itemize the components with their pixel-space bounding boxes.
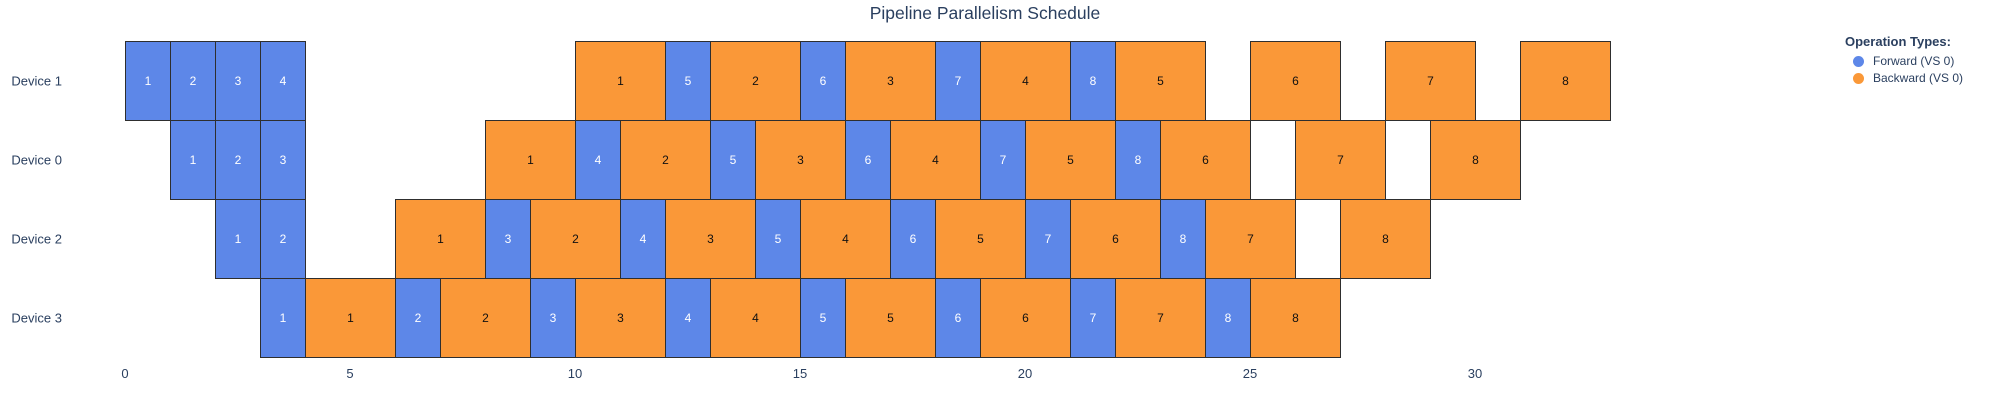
forward-op-block: 8 [1115, 120, 1161, 200]
forward-op-block: 6 [890, 199, 936, 279]
backward-op-block: 6 [980, 278, 1071, 358]
forward-op-block: 4 [260, 41, 306, 121]
backward-op-block: 3 [665, 199, 756, 279]
backward-op-block: 4 [710, 278, 801, 358]
x-axis-tick-label: 25 [1242, 366, 1258, 381]
backward-op-block: 8 [1340, 199, 1431, 279]
backward-op-block: 5 [1025, 120, 1116, 200]
backward-op-block: 5 [1115, 41, 1206, 121]
backward-op-block: 7 [1115, 278, 1206, 358]
forward-op-block: 4 [620, 199, 666, 279]
backward-op-block: 6 [1250, 41, 1341, 121]
backward-op-block: 8 [1520, 41, 1611, 121]
forward-op-block: 8 [1070, 41, 1116, 121]
backward-op-block: 1 [485, 120, 576, 200]
forward-op-block: 8 [1205, 278, 1251, 358]
forward-op-block: 5 [665, 41, 711, 121]
forward-op-block: 4 [665, 278, 711, 358]
backward-op-block: 7 [1295, 120, 1386, 200]
forward-op-block: 7 [935, 41, 981, 121]
legend-title: Operation Types: [1845, 34, 1951, 49]
forward-op-block: 3 [260, 120, 306, 200]
forward-op-block: 3 [215, 41, 261, 121]
backward-op-block: 4 [800, 199, 891, 279]
x-axis-tick-label: 30 [1467, 366, 1483, 381]
forward-op-block: 1 [260, 278, 306, 358]
forward-op-block: 3 [530, 278, 576, 358]
device-row-label: Device 3 [11, 310, 62, 325]
forward-op-block: 1 [125, 41, 171, 121]
backward-op-block: 8 [1250, 278, 1341, 358]
x-axis-tick-label: 20 [1017, 366, 1033, 381]
legend-item-backward: Backward (VS 0) [1853, 71, 1963, 85]
backward-op-block: 3 [755, 120, 846, 200]
backward-op-block: 2 [710, 41, 801, 121]
backward-op-block: 7 [1385, 41, 1476, 121]
legend-item-label: Forward (VS 0) [1873, 54, 1955, 68]
backward-op-block: 6 [1160, 120, 1251, 200]
forward-op-block: 6 [800, 41, 846, 121]
forward-op-block: 7 [980, 120, 1026, 200]
device-row-label: Device 0 [11, 152, 62, 167]
x-axis-tick-label: 5 [346, 366, 354, 381]
backward-op-block: 4 [980, 41, 1071, 121]
x-axis-tick-label: 10 [567, 366, 583, 381]
forward-op-block: 2 [215, 120, 261, 200]
forward-op-block: 7 [1025, 199, 1071, 279]
legend-item-forward: Forward (VS 0) [1853, 54, 1963, 68]
forward-op-block: 7 [1070, 278, 1116, 358]
forward-op-block: 2 [395, 278, 441, 358]
backward-op-block: 1 [305, 278, 396, 358]
backward-op-block: 5 [935, 199, 1026, 279]
forward-op-block: 5 [800, 278, 846, 358]
legend-item-label: Backward (VS 0) [1873, 71, 1964, 85]
backward-op-block: 5 [845, 278, 936, 358]
backward-op-block: 1 [395, 199, 486, 279]
backward-op-block: 2 [620, 120, 711, 200]
forward-op-block: 6 [935, 278, 981, 358]
backward-op-block: 7 [1205, 199, 1296, 279]
forward-op-block: 5 [755, 199, 801, 279]
legend: Operation Types: Forward (VS 0) Backward… [1845, 34, 1963, 88]
device-row-label: Device 2 [11, 231, 62, 246]
forward-op-block: 1 [215, 199, 261, 279]
forward-op-block: 1 [170, 120, 216, 200]
forward-legend-dot-icon [1853, 55, 1864, 67]
backward-op-block: 3 [575, 278, 666, 358]
forward-op-block: 2 [170, 41, 216, 121]
backward-op-block: 2 [440, 278, 531, 358]
forward-op-block: 3 [485, 199, 531, 279]
x-axis-tick-label: 15 [792, 366, 808, 381]
forward-op-block: 4 [575, 120, 621, 200]
backward-op-block: 3 [845, 41, 936, 121]
chart-title: Pipeline Parallelism Schedule [869, 3, 1101, 23]
forward-op-block: 5 [710, 120, 756, 200]
backward-op-block: 2 [530, 199, 621, 279]
forward-op-block: 8 [1160, 199, 1206, 279]
backward-op-block: 8 [1430, 120, 1521, 200]
forward-op-block: 6 [845, 120, 891, 200]
forward-op-block: 2 [260, 199, 306, 279]
backward-op-block: 6 [1070, 199, 1161, 279]
backward-op-block: 1 [575, 41, 666, 121]
backward-legend-dot-icon [1853, 72, 1864, 84]
device-row-label: Device 1 [11, 73, 62, 88]
x-axis-tick-label: 0 [121, 366, 129, 381]
backward-op-block: 4 [890, 120, 981, 200]
